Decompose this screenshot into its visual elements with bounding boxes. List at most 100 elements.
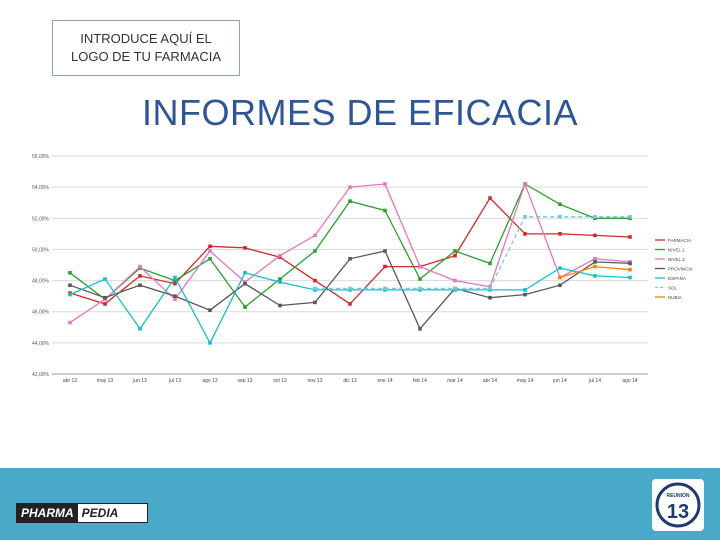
data-point: [558, 232, 562, 236]
legend-label: ESPAÑA: [668, 275, 686, 281]
data-point: [558, 275, 562, 280]
x-tick-label: jun 14: [552, 378, 567, 384]
pharmapedia-logo-right: PEDIA: [81, 506, 119, 520]
data-point: [348, 256, 352, 261]
data-point: [348, 199, 352, 203]
data-point: [628, 235, 632, 239]
data-point: [173, 278, 177, 283]
data-point: [103, 295, 107, 300]
data-point: [138, 283, 142, 288]
data-point: [243, 281, 247, 286]
y-tick-label: 46,00%: [32, 310, 50, 316]
x-tick-label: abr 14: [483, 378, 497, 384]
logo-placeholder-line-2: LOGO DE TU FARMACIA: [70, 49, 221, 64]
data-point: [383, 286, 387, 291]
series-provincia: [68, 249, 632, 331]
data-point: [628, 214, 632, 219]
data-point: [278, 277, 282, 281]
data-point: [243, 270, 247, 275]
data-point: [208, 256, 212, 261]
data-point: [278, 253, 282, 258]
data-point: [348, 185, 352, 189]
data-point: [313, 286, 317, 291]
data-point: [628, 261, 632, 266]
data-point: [313, 233, 317, 238]
data-point: [173, 275, 177, 280]
x-tick-label: ene 14: [377, 378, 393, 384]
reunion-13-badge: REUNION 13: [652, 479, 704, 531]
data-point: [383, 182, 387, 186]
data-point: [628, 267, 632, 272]
x-tick-label: oct 13: [273, 378, 287, 384]
data-point: [523, 182, 527, 186]
x-tick-label: sep 13: [237, 378, 252, 384]
pharmapedia-logo: PHARMA PEDIA: [16, 503, 148, 523]
data-point: [313, 278, 317, 283]
legend-label: NIVEL 2: [668, 257, 685, 262]
y-tick-label: 44,00%: [32, 341, 50, 347]
y-tick-label: 56,00%: [32, 154, 50, 160]
page-title: INFORMES DE EFICACIA: [141, 92, 579, 133]
x-tick-label: nov 13: [307, 378, 322, 384]
x-tick-label: abr 13: [63, 378, 77, 384]
data-point: [523, 292, 527, 297]
pharmacy-logo-placeholder: INTRODUCE AQUÍ EL LOGO DE TU FARMACIA: [52, 20, 240, 76]
data-point: [68, 270, 72, 275]
data-point: [523, 232, 527, 236]
data-point: [383, 208, 387, 213]
data-point: [593, 274, 597, 278]
data-point: [103, 302, 107, 306]
series-line: [315, 216, 630, 290]
y-tick-label: 54,00%: [32, 185, 50, 191]
x-tick-label: ago 14: [622, 378, 638, 384]
data-point: [453, 286, 457, 291]
pharmapedia-logo-left: PHARMA: [17, 504, 78, 522]
data-point: [558, 266, 562, 270]
data-point: [593, 264, 597, 269]
series-nubia: [558, 264, 632, 280]
y-tick-label: 48,00%: [32, 279, 50, 285]
y-tick-label: 42,00%: [32, 372, 50, 378]
data-point: [173, 294, 177, 298]
data-point: [418, 286, 422, 291]
data-point: [103, 277, 107, 281]
data-point: [558, 214, 562, 219]
data-point: [453, 278, 457, 283]
x-tick-label: jul 14: [588, 378, 601, 384]
x-tick-label: jul 13: [168, 378, 181, 384]
data-point: [313, 249, 317, 253]
x-tick-label: ago 13: [202, 378, 218, 384]
data-point: [243, 305, 247, 309]
data-point: [313, 300, 317, 305]
data-point: [418, 264, 422, 269]
data-point: [208, 244, 212, 249]
data-point: [418, 277, 422, 281]
y-tick-label: 52,00%: [32, 216, 50, 222]
data-point: [138, 264, 142, 269]
data-point: [488, 295, 492, 300]
logo-placeholder-line-1: INTRODUCE AQUÍ EL: [80, 31, 212, 46]
badge-number: 13: [667, 501, 689, 523]
legend-label: NUBIA: [668, 295, 682, 300]
data-point: [453, 249, 457, 253]
data-point: [488, 261, 492, 266]
data-point: [208, 341, 212, 345]
data-point: [593, 233, 597, 238]
data-point: [628, 275, 632, 280]
series-line: [69, 182, 631, 324]
data-point: [488, 286, 492, 291]
data-point: [208, 308, 212, 312]
series-sol: [313, 214, 632, 291]
data-point: [278, 280, 282, 284]
x-tick-label: may 14: [517, 378, 534, 384]
data-point: [138, 327, 142, 331]
x-tick-label: jun 13: [132, 378, 147, 384]
data-point: [488, 196, 492, 200]
data-point: [523, 214, 527, 219]
data-point: [138, 274, 142, 278]
data-point: [523, 288, 527, 292]
series-farmacia: [68, 196, 632, 306]
reunion-13-icon: REUNION 13: [655, 482, 701, 528]
data-point: [348, 302, 352, 306]
